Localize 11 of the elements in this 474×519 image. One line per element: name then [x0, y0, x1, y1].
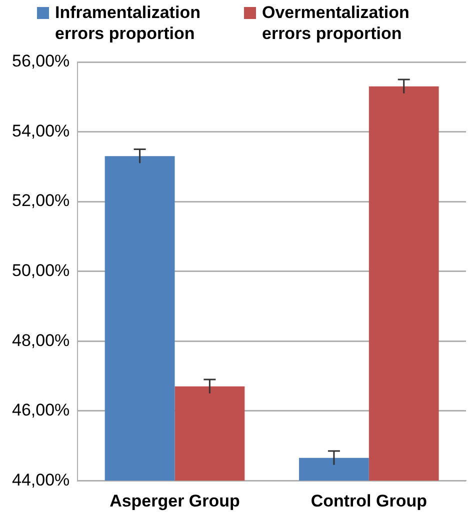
y-tick-label: 44,00%	[12, 470, 70, 490]
x-tick-label: Asperger Group	[110, 491, 240, 510]
legend-label: Inframentalization errors proportion	[55, 2, 202, 44]
y-tick-label: 52,00%	[12, 191, 70, 210]
legend-label: Overmentalization errors proportion	[262, 2, 410, 44]
y-tick-label: 54,00%	[12, 121, 70, 140]
y-tick-label: 56,00%	[12, 52, 70, 71]
y-tick-label: 50,00%	[12, 260, 70, 280]
y-tick-label: 46,00%	[12, 400, 70, 420]
y-tick-label: 48,00%	[12, 330, 70, 350]
x-tick-label: Control Group	[310, 491, 427, 510]
